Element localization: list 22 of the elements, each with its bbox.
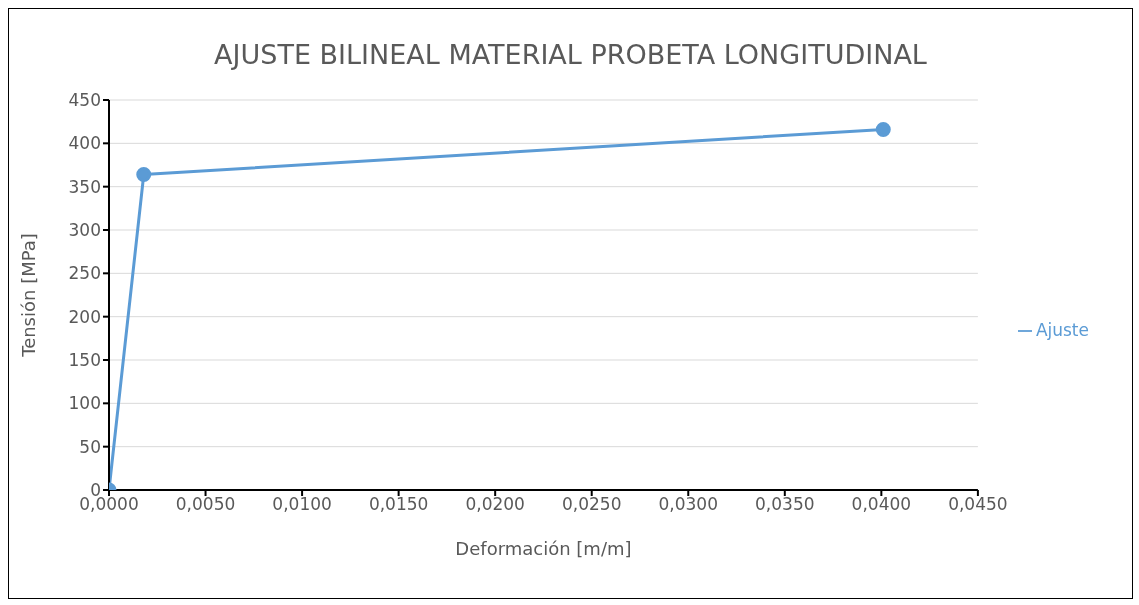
x-axis-title: Deformación [m/m] [455,538,632,559]
x-tick-label: 0,0200 [465,494,525,515]
chart-title: AJUSTE BILINEAL MATERIAL PROBETA LONGITUDINAL [213,39,928,70]
x-tick-label: 0,0250 [561,494,622,515]
y-tick-label: 100 [68,393,101,414]
x-tick-label: 0,0150 [368,494,429,515]
x-tick-label: 0,0050 [175,494,236,515]
x-tick-label: 0,0100 [272,494,332,515]
y-tick-label: 250 [68,263,101,284]
x-tick-label: 0,0350 [755,494,815,515]
y-tick-label: 50 [79,436,101,457]
y-tick-label: 150 [68,350,101,371]
legend-label: Ajuste [1035,320,1089,340]
y-tick-label: 350 [68,176,101,197]
y-tick-label: 400 [68,133,101,154]
x-tick-label: 0,0400 [851,494,912,515]
y-axis-title: Tensión [MPa] [18,233,40,358]
x-tick-label: 0,0450 [948,494,1008,515]
y-tick-label: 200 [68,306,101,327]
y-tick-label: 450 [68,90,101,111]
x-tick-label: 0,0300 [658,494,718,515]
y-tick-label: 300 [68,220,101,241]
